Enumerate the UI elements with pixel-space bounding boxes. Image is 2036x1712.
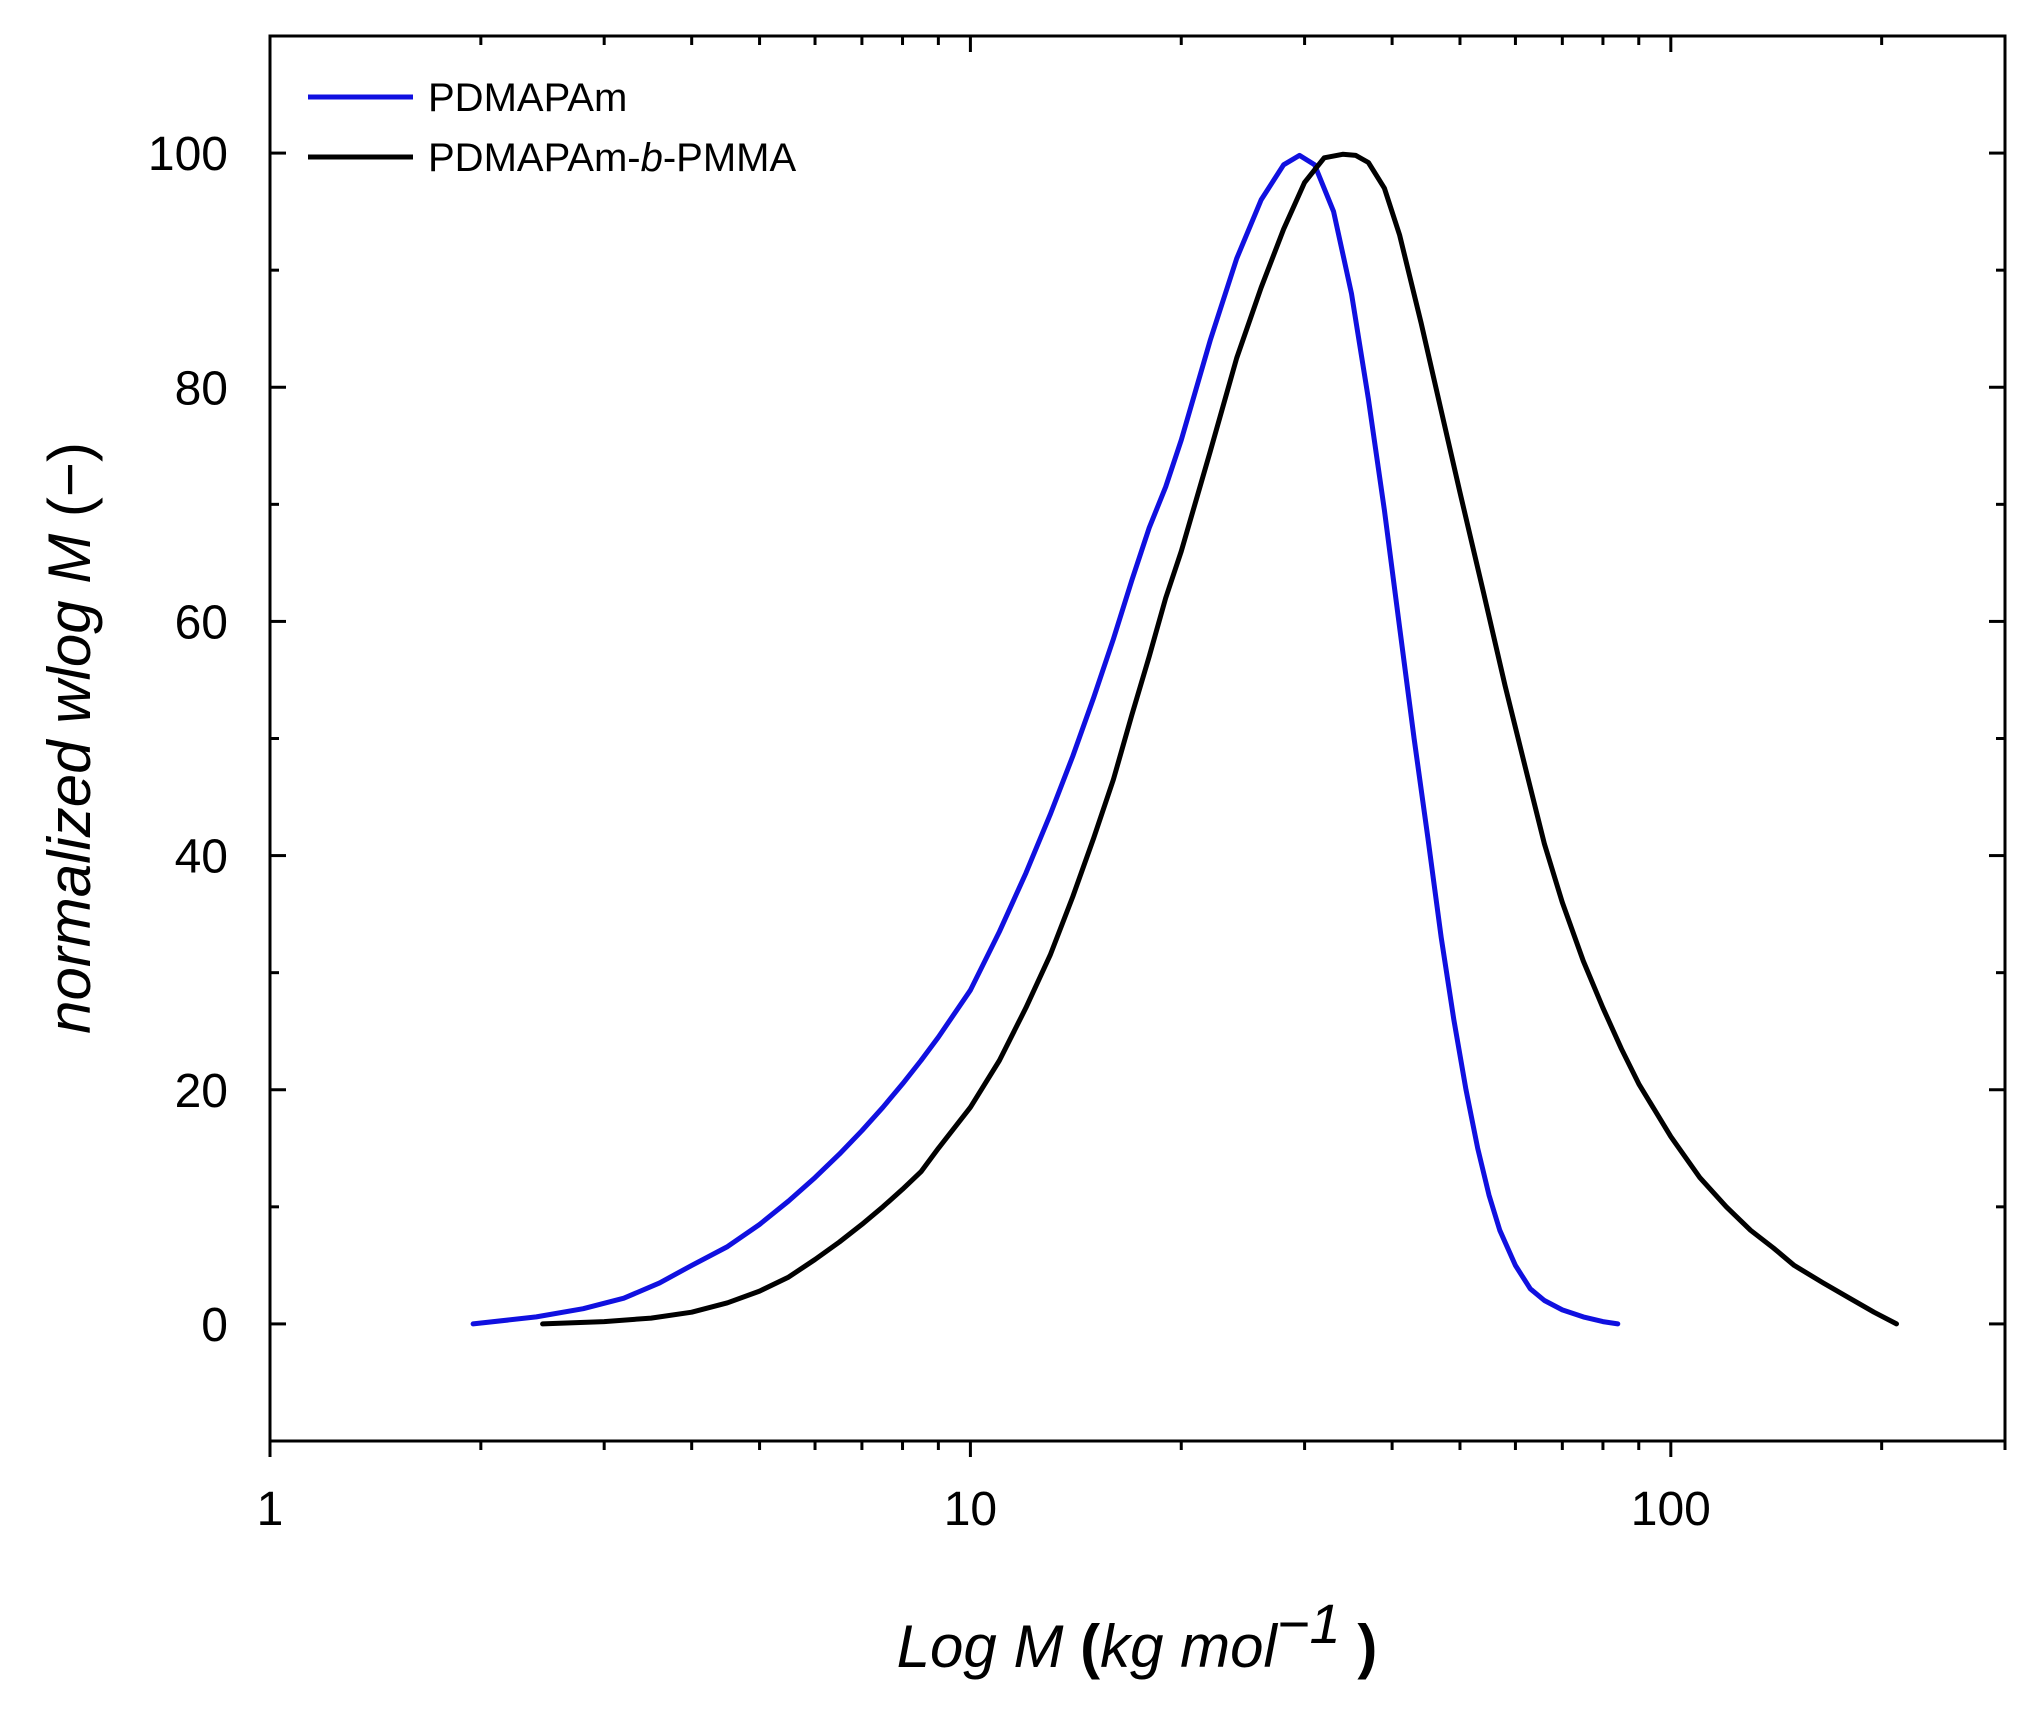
y-tick-label: 0 (201, 1299, 228, 1352)
y-axis-title: normalized wlog M (−) (36, 442, 103, 1034)
y-tick-label: 60 (175, 596, 228, 649)
x-tick-label: 10 (944, 1483, 997, 1536)
plot-border (268, 34, 2007, 1443)
y-axis-ticks: 0 20 40 60 80 100 (148, 34, 2005, 1443)
legend: PDMAPAm PDMAPAm-b-PMMA (308, 76, 797, 180)
axes-frame (268, 34, 2007, 1443)
y-tick-label: 100 (148, 128, 228, 181)
series-layer (470, 151, 1899, 1327)
x-axis-ticks: 1 10 100 (257, 36, 2007, 1536)
x-axis-title: Log M (kg mol−1 ) (897, 1592, 1378, 1680)
x-tick-label: 1 (257, 1483, 284, 1536)
series-line-pdmapam-b-pmma (540, 151, 1899, 1327)
y-tick-label: 40 (175, 831, 228, 884)
legend-label: PDMAPAm (428, 76, 627, 120)
y-tick-label: 20 (175, 1065, 228, 1118)
series-line-pdmapam (470, 152, 1621, 1327)
y-tick-label: 80 (175, 362, 228, 415)
x-tick-label: 100 (1631, 1483, 1711, 1536)
legend-label: PDMAPAm-b-PMMA (428, 136, 797, 180)
